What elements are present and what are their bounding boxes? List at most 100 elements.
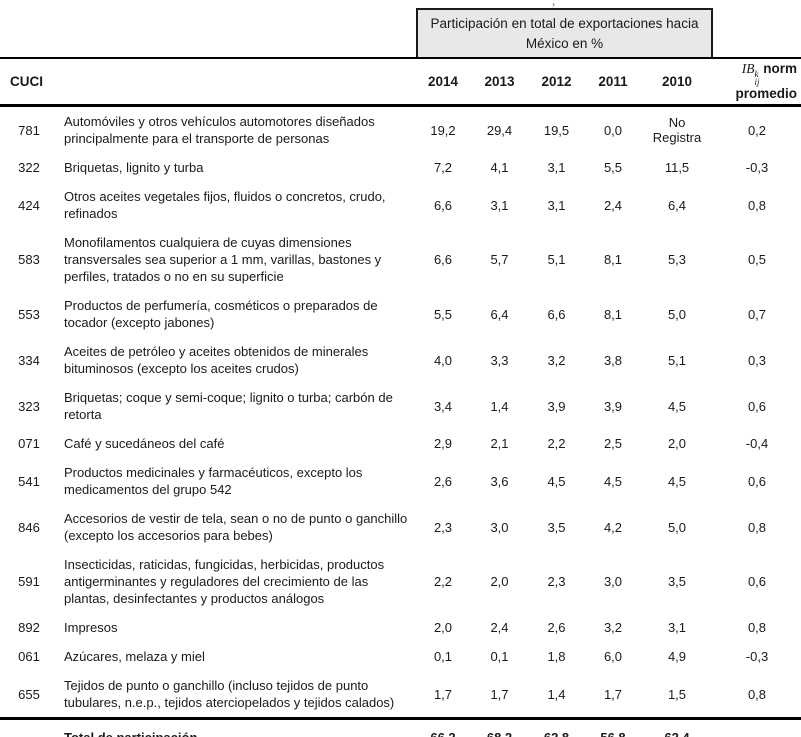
column-header-description [62, 58, 415, 107]
value-2013: 2,0 [490, 574, 509, 589]
product-description: Briquetas, lignito y turba [64, 160, 204, 175]
value-2011: 1,7 [603, 686, 623, 702]
value-2012: 1,8 [547, 649, 566, 664]
product-description: Azúcares, melaza y miel [64, 649, 205, 664]
ib-subscript: ij [754, 77, 760, 87]
cuci-code: 781 [18, 122, 40, 138]
value-2012: 3,1 [547, 160, 566, 175]
product-description: Aceites de petróleo y aceites obtenidos … [64, 344, 369, 376]
total-value-2011: 56,8 [585, 717, 641, 737]
header-box: Participación en total de exportaciones … [416, 8, 713, 57]
cuci-code: 334 [18, 352, 40, 368]
value-2011: 8,1 [603, 306, 623, 322]
cuci-code: 061 [18, 649, 40, 664]
ib-promedio-label: promedio [735, 86, 797, 101]
value-2011: 3,2 [603, 620, 623, 635]
table-row-892: 892 Impresos 2,0 2,4 2,6 3,2 3,1 0,8 [0, 613, 801, 642]
value-2012: 2,2 [547, 436, 566, 451]
cuci-code: 553 [18, 306, 40, 322]
value-2013: 4,1 [490, 160, 509, 175]
value-2014: 2,6 [433, 473, 453, 489]
value-2014: 2,2 [433, 574, 453, 589]
value-2012: 3,9 [547, 398, 566, 414]
value-2010: 6,4 [667, 197, 687, 213]
value-2012: 3,2 [547, 352, 566, 368]
product-description: Productos de perfumería, cosméticos o pr… [64, 298, 378, 330]
value-2014: 0,1 [433, 649, 453, 664]
value-2011: 3,8 [603, 352, 623, 368]
value-2010: 5,0 [667, 519, 687, 535]
value-2011: 2,5 [603, 436, 623, 451]
total-value-2010: 62,4 [641, 717, 713, 737]
cuci-code: 892 [18, 620, 40, 635]
table-row-424: 424 Otros aceites vegetales fijos, fluid… [0, 182, 801, 228]
value-2014: 6,6 [433, 197, 453, 213]
value-ib-norm: -0,3 [745, 160, 769, 175]
value-2012: 19,5 [543, 122, 570, 138]
value-ib-norm: 0,5 [747, 252, 767, 267]
value-2012: 5,1 [547, 252, 566, 267]
value-2012: 2,6 [547, 620, 566, 635]
value-2011: 4,5 [603, 473, 623, 489]
value-ib-norm: 0,8 [747, 686, 767, 702]
total-row-empty-code [0, 717, 62, 737]
value-ib-norm: 0,8 [747, 519, 767, 535]
value-ib-norm: 0,2 [747, 122, 767, 138]
ib-superscript: k [754, 69, 759, 79]
value-2013: 2,4 [490, 620, 509, 635]
value-2013: 5,7 [490, 252, 509, 267]
product-description: Tejidos de punto o ganchillo (incluso te… [64, 678, 395, 710]
column-header-2013: 2013 [471, 58, 528, 107]
total-row-label: Total de participación [62, 717, 415, 737]
value-2011: 3,0 [603, 574, 623, 589]
cuci-code: 424 [18, 197, 40, 213]
value-2011: 3,9 [603, 398, 623, 414]
value-2013: 29,4 [486, 122, 513, 138]
total-row: Total de participación 66,2 68,2 62,8 56… [0, 717, 801, 737]
value-ib-norm: 0,6 [747, 574, 767, 589]
column-header-2010: 2010 [641, 58, 713, 107]
column-header-row: CUCI 2014 2013 2012 2011 2010 IB k ij norm… [0, 58, 801, 107]
table-row-334: 334 Aceites de petróleo y aceites obteni… [0, 337, 801, 383]
value-2011: 8,1 [603, 252, 623, 267]
value-2010: 1,5 [667, 686, 687, 702]
value-2013: 2,1 [490, 436, 509, 451]
column-header-ib-norm: IB k ij norm promedio [713, 58, 801, 107]
value-2013: 0,1 [490, 649, 509, 664]
value-ib-norm: -0,4 [745, 436, 769, 451]
value-2010: 5,1 [667, 352, 687, 368]
value-2010: 5,3 [667, 252, 687, 267]
cuci-code: 655 [18, 686, 40, 702]
value-2012: 1,4 [547, 686, 566, 702]
value-2014: 6,6 [433, 252, 453, 267]
product-description: Productos medicinales y farmacéuticos, e… [64, 465, 363, 497]
value-2011: 6,0 [603, 649, 623, 664]
cropped-text-artifact: , [552, 0, 556, 8]
value-2010: 4,5 [667, 398, 687, 414]
value-2013: 3,6 [490, 473, 509, 489]
cuci-code: 071 [18, 436, 40, 451]
total-value-2012: 62,8 [528, 717, 585, 737]
value-2014: 2,0 [433, 620, 453, 635]
value-ib-norm: 0,6 [747, 473, 767, 489]
value-2010: 4,9 [667, 649, 687, 664]
value-2011: 4,2 [603, 519, 623, 535]
value-2012: 6,6 [547, 306, 566, 322]
value-2012: 3,1 [547, 197, 566, 213]
value-2012: 4,5 [547, 473, 566, 489]
value-2011: 0,0 [603, 122, 623, 138]
product-description: Monofilamentos cualquiera de cuyas dimen… [64, 235, 382, 284]
value-ib-norm: 0,6 [747, 398, 767, 414]
table-row-655: 655 Tejidos de punto o ganchillo (inclus… [0, 671, 801, 719]
value-2014: 19,2 [430, 122, 456, 138]
product-description: Automóviles y otros vehículos automotore… [64, 114, 375, 146]
value-2011: 2,4 [603, 197, 623, 213]
product-description: Accesorios de vestir de tela, sean o no … [64, 511, 408, 543]
table-row-846: 846 Accesorios de vestir de tela, sean o… [0, 504, 801, 550]
table-row-591: 591 Insecticidas, raticidas, fungicidas,… [0, 550, 801, 613]
cuci-code: 322 [18, 160, 40, 175]
table-row-781: 781 Automóviles y otros vehículos automo… [0, 106, 801, 154]
value-2010: No Registra [652, 115, 702, 145]
value-ib-norm: -0,3 [745, 649, 769, 664]
total-value-2014: 66,2 [415, 717, 471, 737]
